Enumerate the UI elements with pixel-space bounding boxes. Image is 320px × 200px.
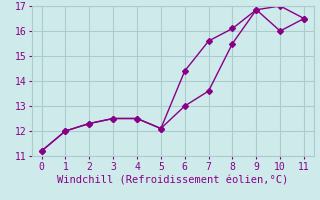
X-axis label: Windchill (Refroidissement éolien,°C): Windchill (Refroidissement éolien,°C) <box>57 176 288 186</box>
